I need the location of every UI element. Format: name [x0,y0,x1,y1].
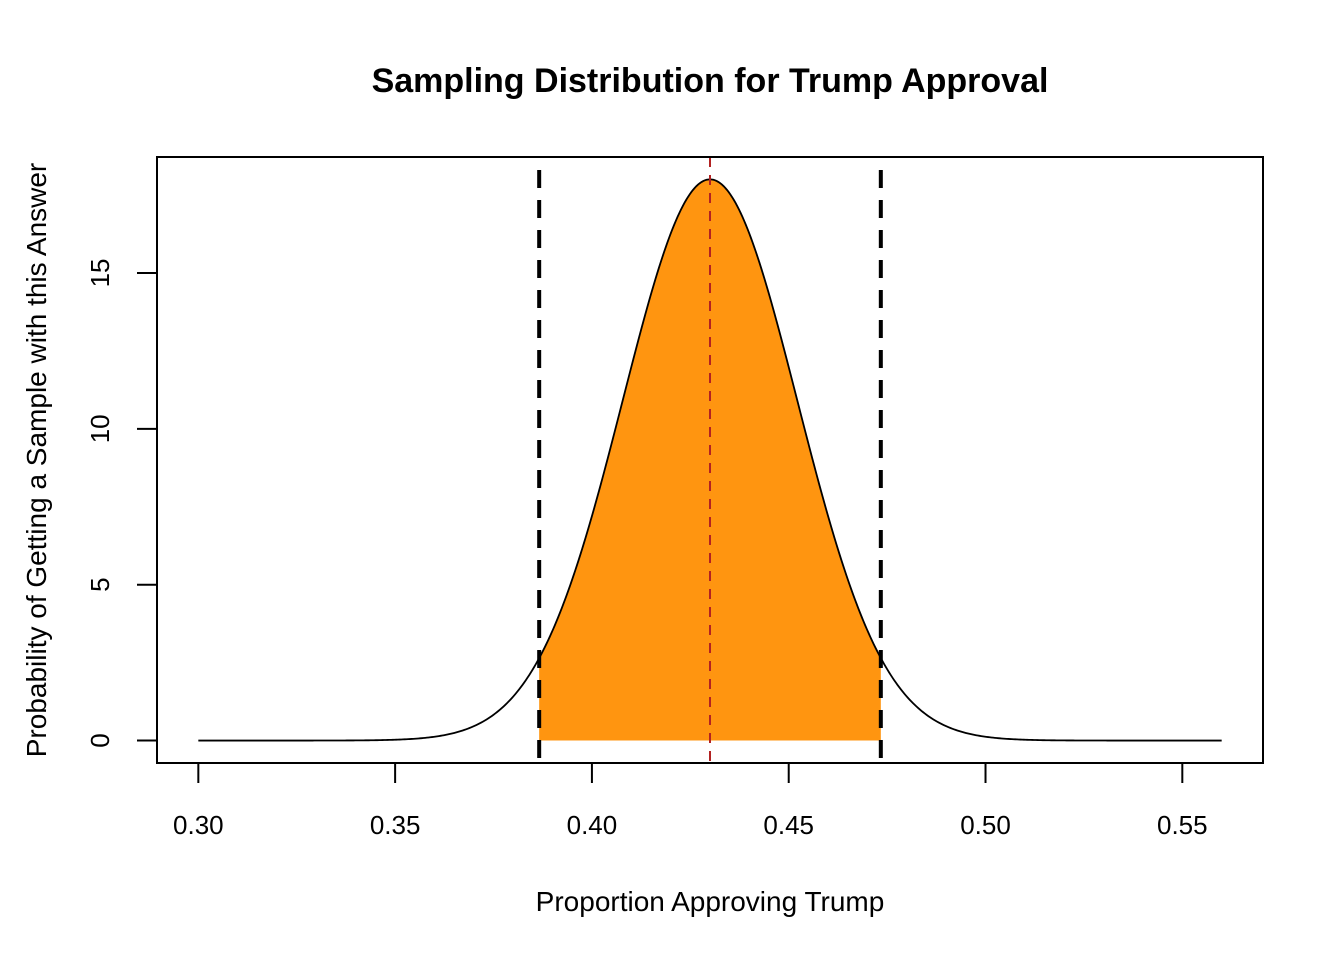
y-tick-label: 10 [85,414,115,443]
y-tick-label: 5 [85,577,115,591]
x-tick-label: 0.50 [960,810,1011,840]
x-axis: 0.30 0.35 0.40 0.45 0.50 0.55 [173,762,1208,840]
x-tick-label: 0.45 [763,810,814,840]
x-tick-label: 0.55 [1157,810,1208,840]
plot-area [198,157,1222,763]
x-tick-label: 0.40 [567,810,618,840]
x-axis-label: Proportion Approving Trump [536,886,885,917]
x-tick-label: 0.35 [370,810,421,840]
y-tick-label: 15 [85,259,115,288]
y-axis-label: Probability of Getting a Sample with thi… [21,163,52,758]
x-tick-label: 0.30 [173,810,224,840]
chart-title: Sampling Distribution for Trump Approval [372,62,1049,100]
y-axis: 0 5 10 15 [85,259,158,748]
shaded-region [539,179,881,741]
y-tick-label: 0 [85,733,115,747]
